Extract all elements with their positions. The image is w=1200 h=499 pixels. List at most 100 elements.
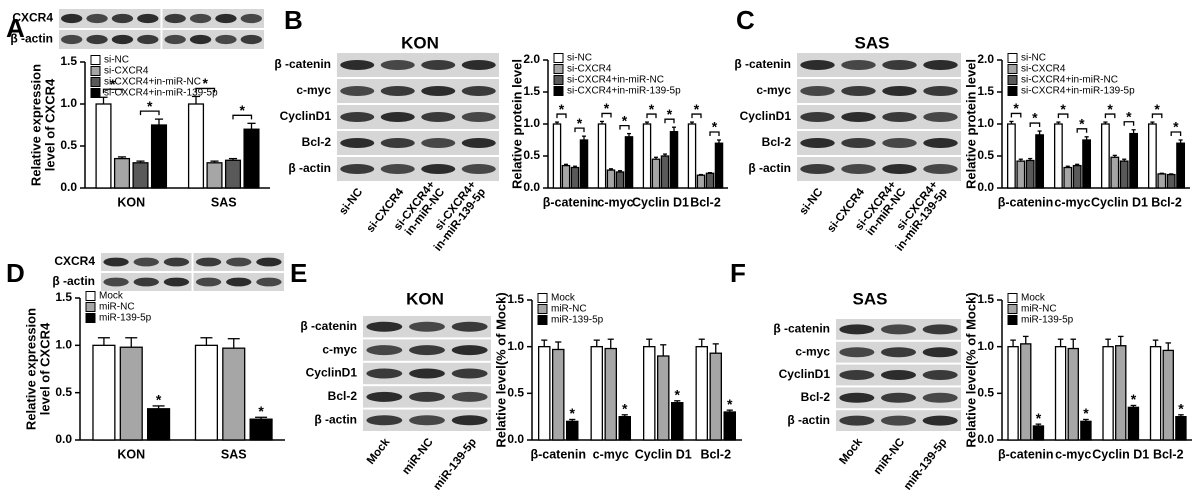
- significance-bracket: [691, 113, 702, 119]
- bar: [597, 123, 607, 189]
- blot-band: [841, 164, 876, 174]
- blot-band: [841, 112, 876, 122]
- blot-band: [922, 415, 958, 426]
- lane-label: miR-NC: [872, 436, 907, 477]
- y-tick-label: 2.0: [977, 52, 994, 66]
- legend-swatch: [1007, 64, 1018, 74]
- legend-label: si-CXCR4+in-miR-139-5p: [567, 86, 681, 97]
- blot-band: [922, 324, 958, 335]
- blot-band: [215, 13, 237, 24]
- blot-band: [86, 13, 108, 24]
- legend-label: miR-139-5p: [551, 315, 604, 326]
- bar: [1100, 123, 1110, 189]
- blot-band: [163, 257, 190, 267]
- legend-swatch: [537, 293, 548, 303]
- blot-band: [409, 321, 445, 332]
- blot-band: [923, 164, 958, 174]
- blot-band: [800, 60, 835, 70]
- blot-band: [461, 138, 496, 148]
- y-tick-label: 1.0: [977, 116, 994, 130]
- bar: [132, 162, 149, 189]
- x-tick-label: Cyclin D1: [1092, 447, 1149, 461]
- significance-label: *: [727, 396, 733, 412]
- blot-band: [137, 13, 159, 24]
- bar: [538, 346, 551, 441]
- blot-band: [380, 112, 415, 122]
- y-tick-label: 1.0: [523, 116, 540, 130]
- blot-row-label: CyclinD1: [280, 109, 332, 123]
- bar: [146, 408, 171, 441]
- blot-band: [256, 257, 282, 267]
- significance-label: *: [694, 101, 700, 117]
- legend-swatch: [537, 304, 548, 314]
- bar: [187, 103, 205, 189]
- y-axis-label: Relative level(% of Mock): [963, 292, 978, 447]
- y-tick-label: 0.5: [507, 386, 524, 400]
- bar: [1147, 123, 1157, 189]
- significance-bracket: [1104, 113, 1116, 119]
- significance-label: *: [1107, 101, 1113, 117]
- x-tick-label: Cyclin D1: [1091, 195, 1148, 209]
- blot-band: [164, 34, 186, 45]
- blot-band: [380, 138, 415, 148]
- bar: [566, 420, 579, 441]
- x-tick-label: Bcl-2: [1151, 195, 1182, 209]
- legend-label: si-CXCR4+in-miR-NC: [104, 77, 201, 88]
- bar: [671, 402, 684, 441]
- bar: [206, 162, 223, 189]
- legend-label: miR-NC: [1021, 304, 1057, 315]
- bar: [552, 123, 562, 189]
- bar: [249, 418, 273, 441]
- legend-label: miR-NC: [99, 302, 135, 313]
- x-tick-label: KON: [117, 447, 145, 461]
- y-tick-label: 0.5: [55, 385, 72, 399]
- blot-band: [882, 138, 917, 148]
- blot-band: [881, 347, 916, 358]
- blot-band: [922, 347, 958, 358]
- y-axis-label: Relative level(% of Mock): [493, 292, 508, 447]
- blot-row-label: c-myc: [756, 83, 791, 97]
- x-tick-label: c-myc: [593, 447, 629, 461]
- legend-swatch: [85, 291, 96, 301]
- lane-label: si-NC: [798, 186, 826, 217]
- blot-band: [451, 415, 488, 426]
- blot-band: [461, 164, 496, 174]
- legend-swatch: [537, 315, 548, 325]
- blot-band: [451, 368, 488, 379]
- bar: [1054, 346, 1067, 441]
- bar: [1082, 139, 1092, 189]
- legend-swatch: [553, 86, 564, 96]
- lane-label-line: si-NC: [798, 186, 826, 217]
- blot-band: [61, 13, 83, 24]
- bar: [579, 139, 589, 189]
- bar: [243, 128, 260, 189]
- lane-label-line: miR-139-5p: [902, 436, 950, 492]
- blot-band: [189, 13, 212, 24]
- blot-band: [800, 138, 835, 148]
- y-tick-label: 1.5: [977, 84, 994, 98]
- bar: [1025, 159, 1035, 189]
- blot-band: [882, 112, 917, 122]
- bar: [95, 103, 112, 189]
- bar: [1016, 160, 1026, 189]
- blot-band: [340, 138, 375, 148]
- blot-row-label: CXCR4: [54, 254, 95, 268]
- significance-bracket: [1123, 121, 1135, 126]
- significance-label: *: [622, 112, 628, 128]
- significance-bracket: [664, 118, 675, 124]
- y-tick-label: 2.0: [523, 52, 540, 66]
- y-tick-label: 1.0: [507, 339, 524, 353]
- y-tick-label: 1.5: [60, 54, 77, 68]
- y-axis-label: level of CXCR4: [37, 322, 52, 415]
- blot-band: [111, 34, 134, 45]
- significance-bracket: [1029, 122, 1041, 128]
- blot-row-label: β -actin: [787, 413, 830, 427]
- blot-band: [839, 415, 875, 426]
- significance-label: *: [110, 76, 116, 92]
- legend-label: si-CXCR4+in-miR-NC: [1021, 75, 1118, 86]
- significance-bracket: [619, 124, 630, 130]
- x-tick-label: c-myc: [1055, 447, 1091, 461]
- blot-band: [881, 415, 916, 426]
- significance-label: *: [1178, 401, 1184, 417]
- blot-band: [133, 257, 159, 267]
